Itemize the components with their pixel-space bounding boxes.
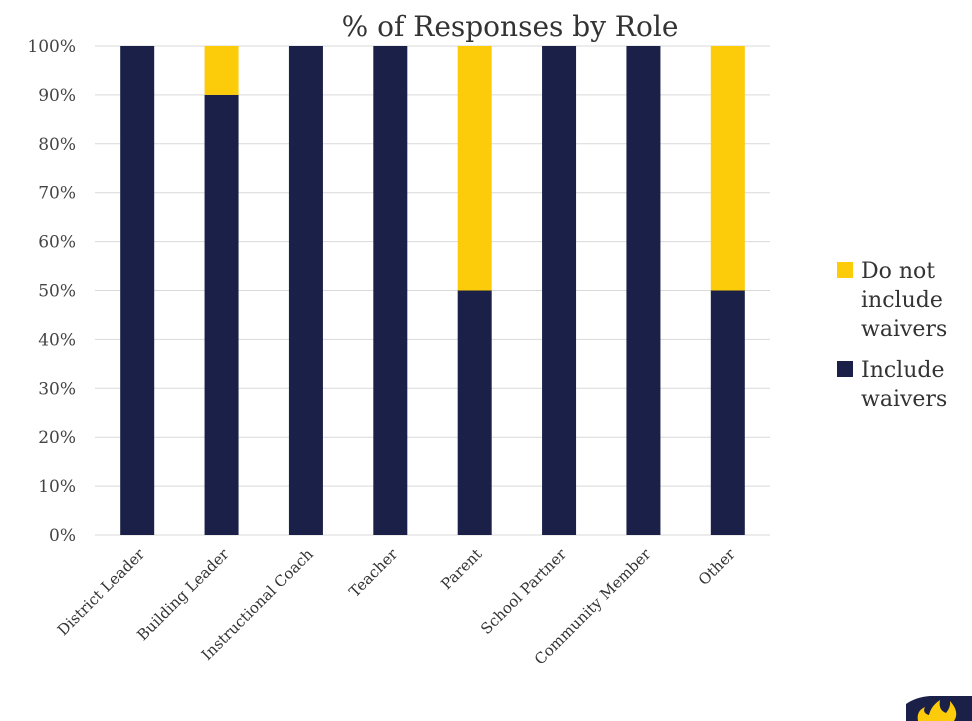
y-tick-label: 100% <box>27 37 76 57</box>
x-tick-label: Other <box>695 545 739 589</box>
bar-segment <box>120 46 155 535</box>
legend-swatch <box>837 262 853 278</box>
bar-segment <box>626 46 661 535</box>
y-tick-label: 50% <box>38 282 76 302</box>
x-tick-label: District Leader <box>54 545 149 640</box>
x-tick-label: Building Leader <box>133 545 233 645</box>
chart-title: % of Responses by Role <box>342 10 679 43</box>
bar-segment <box>457 290 492 535</box>
legend-swatch <box>837 361 853 377</box>
grid-layer <box>95 45 770 536</box>
x-tick-label: School Partner <box>477 545 570 638</box>
legend: Do not include waivers Include waivers <box>837 259 947 412</box>
bar-segment <box>710 290 745 535</box>
y-tick-label: 30% <box>38 379 76 399</box>
y-tick-label: 10% <box>38 477 76 497</box>
bar-segment <box>457 46 492 291</box>
bars-layer <box>120 46 745 536</box>
y-tick-label: 40% <box>38 330 76 350</box>
y-tick-label: 80% <box>38 135 76 155</box>
y-axis: 0% 10% 20% 30% 40% 50% 60% 70% 80% 90% 100% <box>27 37 76 546</box>
bar-segment <box>542 46 577 535</box>
legend-item: Do not include waivers <box>837 259 947 342</box>
bar-segment <box>288 46 323 535</box>
bar-segment <box>204 94 239 536</box>
bar-segment <box>373 46 408 535</box>
logo <box>906 696 972 721</box>
x-tick-label: Teacher <box>345 545 401 601</box>
bar-segment <box>710 46 745 291</box>
y-tick-label: 0% <box>49 526 76 546</box>
legend-label: Do not include waivers <box>861 259 947 342</box>
legend-label: Include waivers <box>861 358 947 412</box>
y-tick-label: 70% <box>38 184 76 204</box>
bar-segment <box>204 46 239 95</box>
x-tick-label: Parent <box>437 545 485 593</box>
y-tick-label: 20% <box>38 428 76 448</box>
y-tick-label: 90% <box>38 86 76 106</box>
flame-logo-icon <box>906 696 972 721</box>
legend-item: Include waivers <box>837 358 947 412</box>
y-tick-label: 60% <box>38 233 76 253</box>
